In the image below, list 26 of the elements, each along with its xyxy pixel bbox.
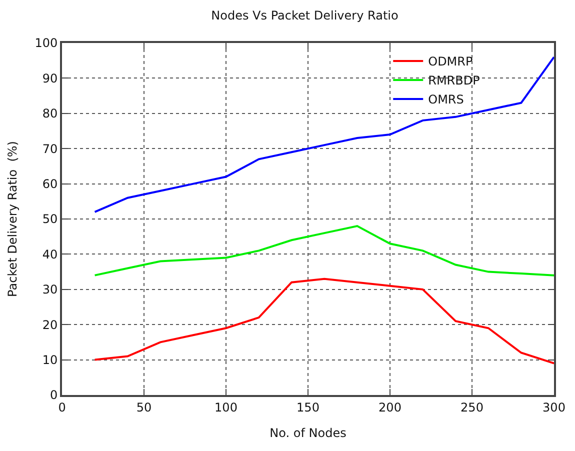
- legend-label: OMRS: [428, 92, 464, 107]
- y-tick-label: 80: [42, 106, 58, 121]
- line-series: [94, 56, 554, 213]
- x-axis-title: No. of Nodes: [270, 426, 346, 440]
- x-tick-label: 100: [214, 400, 238, 414]
- y-tick-label: 50: [42, 212, 58, 226]
- legend-label: RMRBDP: [428, 74, 480, 88]
- line-series: [94, 278, 554, 364]
- y-tick-label: 70: [42, 142, 58, 156]
- y-tick-label: 20: [42, 318, 58, 332]
- x-tick-label: 250: [460, 400, 484, 414]
- line-series: [94, 225, 554, 276]
- y-tick-label: 10: [42, 353, 58, 367]
- chart-title: Nodes Vs Packet Delivery Ratio: [211, 8, 398, 23]
- y-tick-label: 30: [42, 282, 58, 297]
- y-tick-label: 100: [34, 36, 58, 50]
- y-tick-label: 60: [42, 177, 58, 191]
- legend-label: ODMRP: [428, 54, 473, 69]
- y-axis-title: Packet Delivery Ratio (%): [5, 141, 20, 297]
- x-tick-label: 200: [378, 400, 402, 414]
- x-tick-label: 50: [136, 400, 152, 414]
- y-tick-label: 0: [50, 388, 58, 402]
- y-tick-label: 90: [42, 71, 58, 86]
- x-tick-label: 300: [542, 400, 566, 414]
- x-tick-label: 150: [296, 400, 320, 414]
- y-tick-label: 40: [42, 247, 58, 262]
